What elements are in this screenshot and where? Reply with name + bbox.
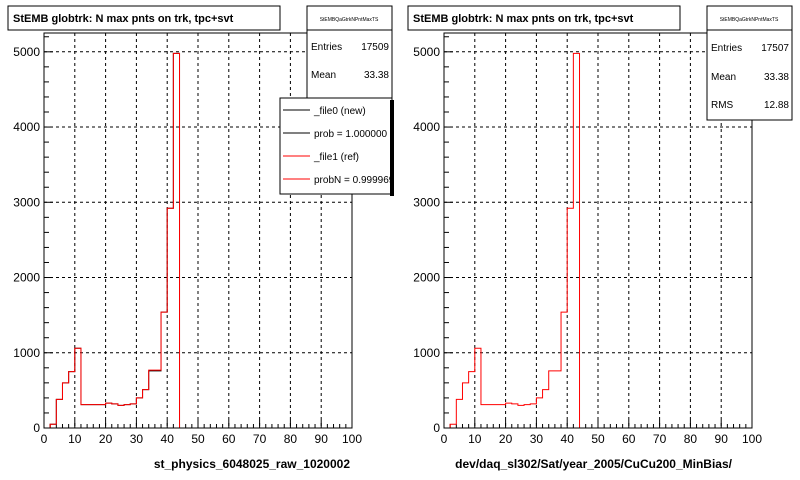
left-x-tick-label: 0 — [41, 432, 48, 446]
right-stats-mean-label: Mean — [711, 72, 736, 83]
right-y-tick-label: 1000 — [413, 346, 440, 360]
right-stats-mean-value: 33.38 — [764, 72, 789, 83]
left-y-tick-label: 3000 — [13, 195, 40, 209]
left-x-tick-label: 100 — [342, 432, 362, 446]
left-x-tick-label: 30 — [130, 432, 144, 446]
left-stats-box: StEMBQaGtrkNPntMaxTS Entries 17509 Mean … — [306, 5, 393, 100]
right-x-tick-label: 90 — [715, 432, 729, 446]
left-plot-border — [43, 32, 353, 429]
left-y-tick-label: 0 — [33, 421, 40, 435]
left-title-box: StEMB globtrk: N max pnts on trk, tpc+sv… — [7, 5, 281, 31]
right-x-tick-label: 40 — [561, 432, 575, 446]
left-plot-frame — [43, 32, 353, 429]
left-x-tick-label: 80 — [284, 432, 298, 446]
left-legend-frame — [279, 97, 393, 195]
left-x-tick-label: 20 — [99, 432, 113, 446]
left-stats-name: StEMBQaGtrkNPntMaxTS — [320, 17, 379, 23]
right-plot-area: 0 10 20 30 40 50 60 70 80 90 100010002000300040005… — [413, 32, 762, 446]
left-x-tick-label: 40 — [161, 432, 175, 446]
right-stats-rms-label: RMS — [711, 100, 734, 111]
right-stats-entries-label: Entries — [711, 43, 742, 54]
left-x-tick-label: 60 — [222, 432, 236, 446]
left-y-tick-label: 1000 — [13, 346, 40, 360]
right-panel: StEMB globtrk: N max pnts on trk, tpc+sv… — [407, 5, 793, 471]
right-stats-frame — [706, 5, 793, 121]
right-stats-rms-value: 12.88 — [764, 100, 789, 111]
left-x-tick-label: 70 — [253, 432, 267, 446]
right-y-tick-label: 5000 — [413, 45, 440, 59]
right-y-tick-label: 3000 — [413, 195, 440, 209]
left-stats-frame — [306, 5, 393, 100]
left-x-axis-label: st_physics_6048025_raw_1020002 — [154, 457, 350, 471]
left-x-tick-label: 90 — [315, 432, 329, 446]
right-x-tick-label: 30 — [530, 432, 544, 446]
right-x-tick-label: 20 — [499, 432, 513, 446]
left-title: StEMB globtrk: N max pnts on trk, tpc+sv… — [13, 13, 234, 25]
right-y-tick-label: 0 — [433, 421, 440, 435]
right-x-tick-label: 80 — [684, 432, 698, 446]
right-stats-entries-value: 17507 — [761, 43, 789, 54]
left-legend: _file0 (new) prob = 1.000000 _file1 (ref… — [279, 97, 395, 196]
left-stats-mean-label: Mean — [311, 70, 336, 81]
right-title-frame — [407, 5, 681, 31]
right-x-tick-label: 0 — [441, 432, 448, 446]
right-y-tick-label: 2000 — [413, 271, 440, 285]
right-x-tick-label: 100 — [742, 432, 762, 446]
left-stats-entries-value: 17509 — [361, 42, 389, 53]
left-legend-shadow — [390, 100, 394, 196]
right-plot-border — [443, 32, 753, 429]
right-stats-box: StEMBQaGtrkNPntMaxTS Entries 17507 Mean … — [706, 5, 793, 121]
right-x-tick-label: 70 — [653, 432, 667, 446]
left-legend-probn: probN = 0.999969 — [314, 175, 395, 186]
right-x-tick-label: 50 — [591, 432, 605, 446]
left-title-frame — [7, 5, 281, 31]
left-y-tick-label: 2000 — [13, 271, 40, 285]
right-y-tick-label: 4000 — [413, 120, 440, 134]
left-y-tick-label: 5000 — [13, 45, 40, 59]
right-stats-name: StEMBQaGtrkNPntMaxTS — [720, 17, 779, 23]
left-x-tick-label: 10 — [68, 432, 82, 446]
right-title: StEMB globtrk: N max pnts on trk, tpc+sv… — [413, 13, 634, 25]
left-y-tick-label: 4000 — [13, 120, 40, 134]
right-x-tick-label: 60 — [622, 432, 636, 446]
right-x-tick-label: 10 — [468, 432, 482, 446]
left-panel: StEMB globtrk: N max pnts on trk, tpc+sv… — [7, 5, 395, 471]
right-x-axis-label: dev/daq_sl302/Sat/year_2005/CuCu200_MinB… — [455, 457, 732, 471]
left-stats-entries-label: Entries — [311, 42, 342, 53]
right-title-box: StEMB globtrk: N max pnts on trk, tpc+sv… — [407, 5, 681, 31]
left-legend-prob: prob = 1.000000 — [314, 129, 388, 140]
left-x-tick-label: 50 — [191, 432, 205, 446]
left-legend-new: _file0 (new) — [313, 106, 366, 117]
left-legend-ref: _file1 (ref) — [313, 152, 359, 163]
right-plot-frame — [443, 32, 753, 429]
left-stats-mean-value: 33.38 — [364, 70, 389, 81]
